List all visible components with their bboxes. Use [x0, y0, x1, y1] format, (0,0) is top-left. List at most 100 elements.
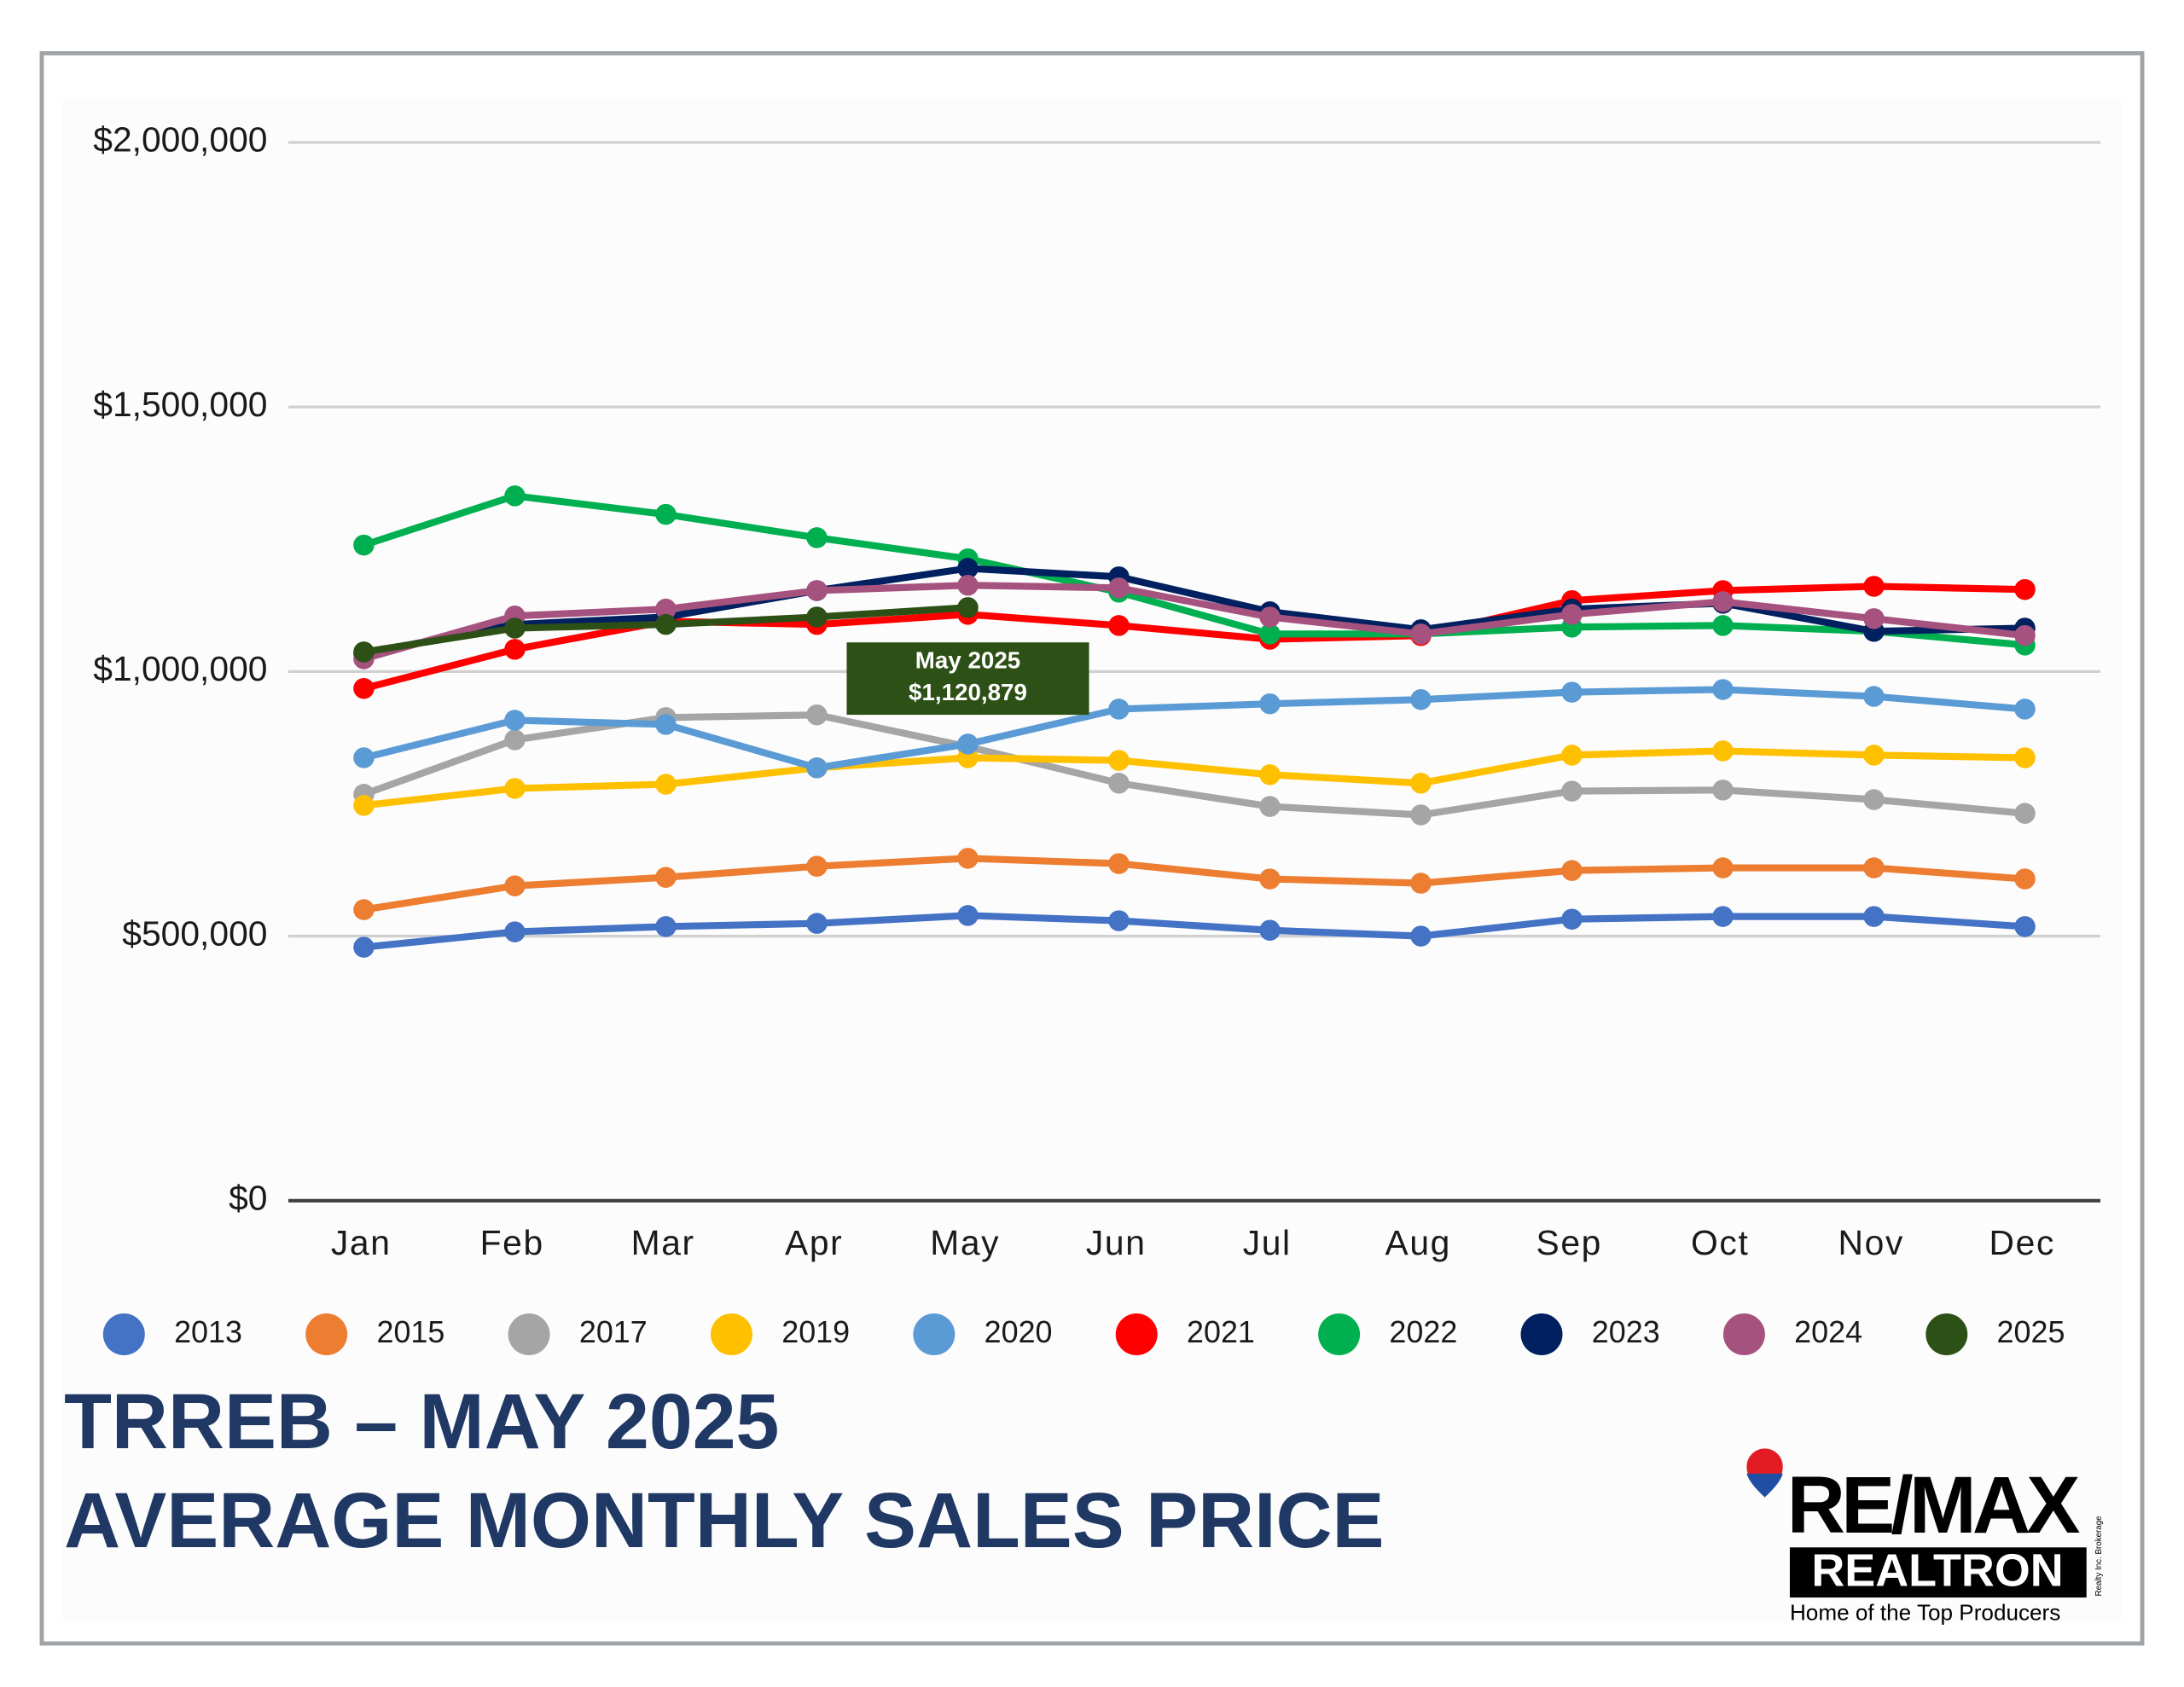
data-point — [1561, 681, 1583, 703]
data-point — [1712, 615, 1734, 636]
x-tick-label: Apr — [785, 1223, 843, 1262]
data-point — [655, 503, 677, 525]
legend-label: 2021 — [1187, 1314, 1255, 1349]
data-point — [957, 558, 979, 579]
legend-swatch — [305, 1313, 348, 1355]
data-point — [806, 757, 828, 779]
x-tick-label: Jul — [1243, 1223, 1292, 1262]
data-point — [1108, 699, 1130, 720]
data-point — [1259, 764, 1281, 786]
data-point — [1863, 789, 1885, 810]
legend-label: 2022 — [1389, 1314, 1457, 1349]
data-point — [1712, 906, 1734, 927]
y-tick-label: $1,000,000 — [93, 649, 267, 688]
data-point — [2014, 803, 2036, 824]
data-point — [1712, 780, 1734, 801]
data-point — [2014, 578, 2036, 600]
legend-swatch — [1926, 1313, 1968, 1355]
logo-tagline: Home of the Top Producers — [1790, 1600, 2060, 1626]
data-point — [1561, 860, 1583, 881]
data-point — [1410, 689, 1432, 710]
data-point — [1863, 857, 1885, 878]
data-point — [1863, 608, 1885, 629]
annotation-title: May 2025 — [915, 646, 1020, 673]
data-point — [1561, 604, 1583, 625]
data-point — [2014, 868, 2036, 890]
data-point — [1863, 686, 1885, 707]
data-point — [504, 710, 526, 731]
legend-swatch — [102, 1313, 145, 1355]
data-point — [1561, 745, 1583, 766]
series-line — [363, 855, 2025, 913]
x-tick-label: Jan — [331, 1223, 392, 1262]
data-point — [504, 875, 526, 896]
data-point — [1259, 919, 1281, 941]
data-point — [655, 714, 677, 735]
data-point — [1863, 576, 1885, 597]
legend: 2013 2015 2017 2019 2020 2021 2022 2023 2024 2025 — [102, 1313, 2065, 1355]
x-tick-label: Aug — [1385, 1223, 1451, 1262]
data-point — [1259, 796, 1281, 817]
data-point — [655, 598, 677, 620]
data-point — [1108, 773, 1130, 794]
data-point — [504, 778, 526, 799]
data-point — [806, 704, 828, 726]
data-point — [1712, 591, 1734, 612]
legend-label: 2013 — [174, 1314, 242, 1349]
grid: $0 $500,000 $1,000,000 $1,500,000 $2,000,000… — [93, 120, 2101, 1262]
x-tick-label: Sep — [1536, 1223, 1603, 1262]
x-tick-label: Dec — [1989, 1223, 2055, 1262]
data-point — [353, 641, 375, 663]
data-point — [1410, 872, 1432, 894]
data-point — [1410, 804, 1432, 826]
data-point — [1863, 906, 1885, 927]
y-tick-label: $500,000 — [122, 913, 267, 953]
y-tick-label: $1,500,000 — [93, 385, 267, 424]
data-point — [806, 913, 828, 934]
data-point — [504, 639, 526, 660]
data-point — [806, 855, 828, 877]
legend-label: 2020 — [985, 1314, 1053, 1349]
data-point — [1108, 853, 1130, 874]
data-point — [806, 527, 828, 548]
data-point — [353, 677, 375, 699]
annotation-box — [846, 642, 1089, 716]
legend-label: 2019 — [781, 1314, 850, 1349]
data-point — [1561, 908, 1583, 930]
data-point — [957, 597, 979, 618]
data-point — [806, 580, 828, 601]
data-point — [1108, 910, 1130, 931]
logo-box — [1789, 1547, 2087, 1598]
legend-label: 2024 — [1794, 1314, 1862, 1349]
legend-swatch — [913, 1313, 956, 1355]
legend-label: 2017 — [579, 1314, 648, 1349]
annotation-label: $1,120,879 — [909, 679, 1027, 705]
data-point — [1863, 745, 1885, 766]
y-tick-label: $0 — [229, 1179, 267, 1218]
data-point — [1712, 679, 1734, 700]
y-tick-label: $2,000,000 — [93, 120, 267, 159]
x-tick-label: May — [930, 1223, 1000, 1262]
data-point — [2014, 747, 2036, 768]
legend-swatch — [1115, 1313, 1158, 1355]
data-point — [353, 795, 375, 816]
legend-label: 2023 — [1592, 1314, 1660, 1349]
data-point — [1108, 615, 1130, 636]
legend-swatch — [1520, 1313, 1563, 1355]
data-point — [1259, 623, 1281, 645]
data-point — [1259, 868, 1281, 890]
legend-swatch — [1722, 1313, 1765, 1355]
data-point — [957, 574, 979, 596]
x-tick-label: Mar — [631, 1223, 695, 1262]
x-tick-label: Feb — [480, 1223, 544, 1262]
series-line — [363, 912, 2025, 951]
data-point — [1410, 773, 1432, 794]
series-line — [363, 747, 2025, 809]
data-point — [504, 729, 526, 751]
legend-swatch — [508, 1313, 550, 1355]
data-point — [504, 485, 526, 507]
logo-fine-print: Realty Inc. Brokerage — [2094, 1516, 2104, 1596]
legend-label: 2025 — [1997, 1314, 2065, 1349]
chart-subtitle: AVERAGE MONTHLY SALES PRICE — [64, 1477, 1384, 1564]
